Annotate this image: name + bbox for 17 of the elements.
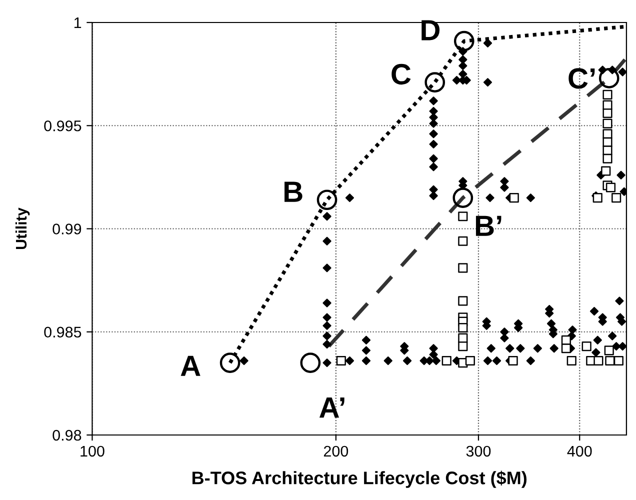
x-tick-label: 300 [466,446,491,457]
y-tick-label: 0.995 [44,120,82,132]
y-tick-label: 0.99 [52,224,82,234]
annotation: A’ [319,398,344,418]
annotation: B’ [476,216,502,236]
annotation: C [392,64,411,85]
x-tick-label: 200 [324,446,348,457]
y-tick-label: 0.985 [44,326,82,338]
x-tick-label: 100 [80,446,104,457]
annotation: A [180,356,200,376]
y-axis-title: Utility [15,208,30,250]
y-tick-label: 1 [74,18,82,28]
annotation: B [284,182,302,202]
x-axis-title: B-TOS Architecture Lifecycle Cost ($M) [192,470,527,488]
annotation: C’ [568,68,595,89]
y-tick-label: 0.98 [52,430,82,441]
x-tick-label: 400 [567,446,592,457]
